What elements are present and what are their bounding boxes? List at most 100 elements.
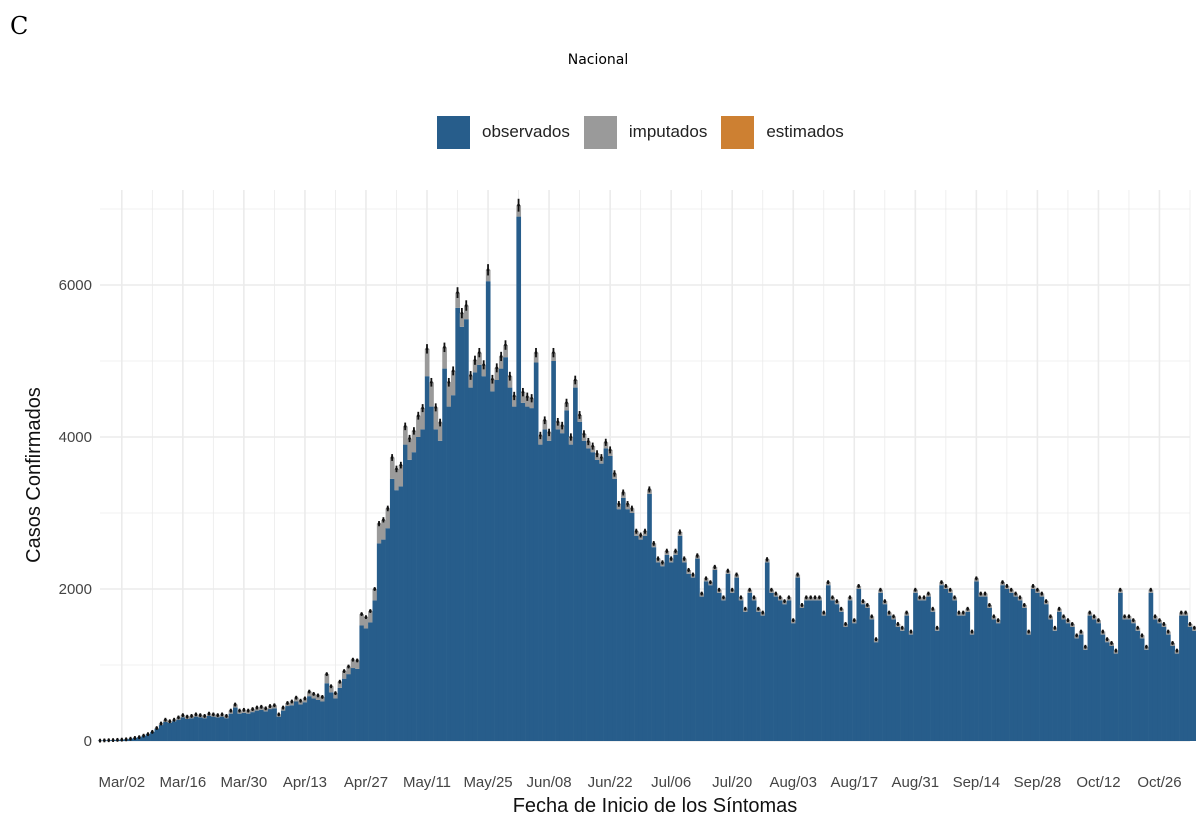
total-point [791,618,795,622]
bar-observados [586,448,591,741]
bar-observados [464,319,469,741]
bar-observados [926,596,931,741]
bar-imputados [381,519,386,540]
bar-observados [485,281,491,741]
bar-imputados [385,508,391,529]
total-point [674,549,677,553]
bar-imputados [341,671,347,679]
total-point [582,432,586,436]
bar-imputados [538,435,543,445]
bar-imputados [512,395,517,407]
bar-observados [830,600,835,741]
total-point [277,713,281,716]
bar-observados [695,558,700,741]
bar-imputados [464,305,469,320]
total-point [713,565,717,569]
total-point [578,413,581,417]
bar-observados [546,440,552,741]
bar-observados [961,615,966,741]
x-tick-label: Apr/13 [283,774,327,791]
bar-observados [948,592,953,741]
bar-observados [716,592,722,741]
total-point [639,533,643,537]
x-tick-label: Aug/17 [831,774,879,791]
bar-observados [294,701,299,741]
total-point [957,611,961,614]
total-point [1001,580,1004,584]
bar-observados [368,622,373,741]
total-point [961,611,965,614]
total-point [464,304,468,307]
bar-imputados [320,696,325,702]
bar-observados [939,585,944,741]
bar-observados [599,463,604,741]
total-point [395,467,398,471]
total-point [1009,588,1013,592]
panel-letter: C [10,12,29,40]
total-point [1031,584,1035,588]
total-point [752,595,756,599]
bar-observados [930,611,936,741]
bar-observados [756,611,761,741]
bar-imputados [437,422,443,441]
total-point [517,203,520,207]
bar-observados [625,509,631,741]
bar-observados [869,619,875,741]
bar-observados [180,717,186,741]
total-point [504,343,507,347]
total-point [299,699,302,703]
y-tick-label: 4000 [59,429,92,446]
bar-imputados [559,425,565,434]
total-point [312,692,316,696]
bar-observados [302,702,308,741]
total-point [255,706,259,709]
bar-imputados [407,438,413,460]
total-point [665,549,669,553]
bar-observados [882,604,888,741]
bar-observados [1109,646,1114,741]
x-tick-label: Mar/30 [221,774,268,791]
bar-observados [1161,627,1167,741]
bar-observados [298,704,304,741]
bar-observados [812,600,818,741]
total-point [491,377,494,381]
total-point [421,406,425,410]
bar-observados [782,604,787,741]
bar-observados [1013,596,1019,741]
total-point [726,569,730,573]
bar-observados [1183,615,1189,741]
bar-observados [520,402,526,741]
total-point [190,714,193,718]
bar-observados [232,707,238,741]
total-point [512,394,516,398]
legend-swatch-observados [437,115,470,149]
y-axis-title: Casos Confirmados [23,387,45,563]
bar-observados [891,619,896,741]
total-point [434,405,438,409]
bar-observados [664,554,670,741]
total-point [1005,584,1009,588]
total-point [1066,618,1070,622]
bar-observados [1131,623,1136,741]
bar-observados [590,452,596,741]
total-point [538,434,542,437]
bar-observados [673,554,678,741]
total-point [1171,641,1174,645]
legend-item-observados: observados [437,115,570,149]
x-tick-label: Mar/16 [159,774,206,791]
total-point [198,713,202,717]
bar-observados [616,509,622,741]
bar-observados [1057,611,1062,741]
x-tick-label: Mar/02 [98,774,145,791]
bar-observados [987,608,992,741]
bar-observados [568,444,574,741]
total-point [617,502,621,506]
bar-observados [913,592,918,741]
bar-observados [529,408,535,741]
bar-observados [254,710,260,741]
bar-observados [1135,630,1141,741]
bar-observados [1126,619,1132,741]
bar-observados [193,716,199,741]
bar-observados [285,706,290,741]
total-point [98,739,102,743]
